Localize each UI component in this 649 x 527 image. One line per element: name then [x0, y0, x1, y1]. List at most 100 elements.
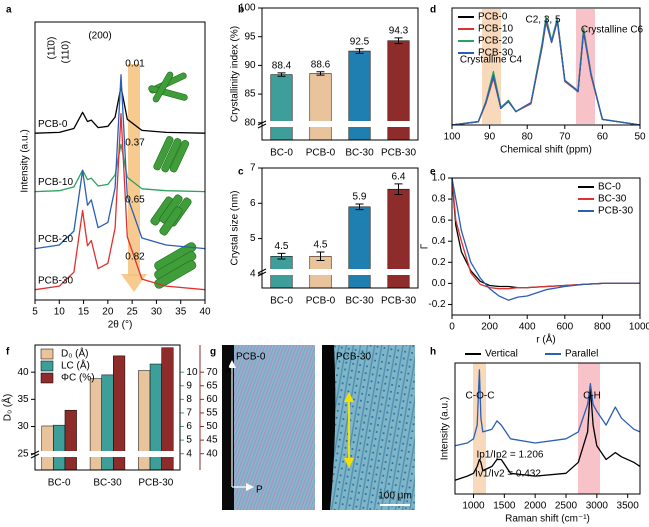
axis-break [36, 451, 179, 457]
x-tick-label: 3500 [617, 501, 640, 512]
value-label: 94.3 [389, 25, 409, 36]
y-axis-title: Crystal size (nm) [230, 190, 241, 265]
region-ch [578, 363, 600, 494]
x-tick-label: 2500 [555, 501, 578, 512]
legend-label: PCB-30 [598, 206, 633, 217]
line-series [454, 369, 641, 447]
y-tick-label: 90 [244, 60, 256, 71]
legend-swatch [40, 360, 54, 372]
x-tick-label: PCB-30 [381, 296, 416, 307]
y-tick-label: 40 [17, 367, 29, 378]
bar [53, 424, 66, 471]
y-axis-title: Intensity (a.u.) [440, 397, 451, 460]
legend-swatch [40, 372, 54, 384]
panel-label: h [430, 347, 436, 358]
x-tick-label: BC-0 [270, 148, 293, 159]
series-label: PCB-0 [38, 119, 68, 130]
x-tick-label: 5 [32, 307, 38, 318]
y-tick-label: 5 [250, 233, 256, 244]
annotation: C-O-C [466, 391, 495, 402]
annotation: (200) [88, 31, 111, 42]
error-bar [316, 71, 325, 76]
annotation: C-H [583, 391, 601, 402]
plot-frame [451, 7, 641, 126]
region-coc [473, 363, 486, 494]
legend-label: BC-30 [598, 194, 627, 205]
y-tick-label: 6 [186, 421, 192, 432]
y-tick-label: 40 [206, 448, 218, 459]
x-tick-label: 25 [127, 307, 139, 318]
line-series [34, 74, 206, 250]
plot-frame [261, 167, 419, 289]
error-bar [394, 183, 403, 195]
line-series [451, 19, 641, 126]
y-tick-label: 85 [244, 89, 256, 100]
annotation: Ip1/Ip2 = 1.206 [476, 450, 543, 461]
x-tick-label: 200 [481, 322, 498, 333]
y-tick-label: -0.2 [428, 299, 446, 310]
legend-swatch [40, 348, 54, 360]
legend-label: PCB-0 [478, 12, 508, 23]
y-tick-label: 100 [239, 3, 256, 14]
x-tick-label: 40 [199, 307, 211, 318]
annotation: 0.82 [125, 252, 145, 263]
image-label: PCB-30 [336, 352, 371, 363]
y-tick-label: 60 [206, 394, 218, 405]
y-tick-label: 80 [244, 117, 256, 128]
x-tick-label: 10 [54, 307, 66, 318]
y-tick-label: 0.8 [432, 194, 446, 205]
image-label: PCB-0 [236, 352, 266, 363]
x-tick-label: BC-30 [93, 478, 122, 489]
y-tick-label: 0.2 [432, 257, 446, 268]
value-label: 5.9 [353, 192, 367, 203]
value-label: 4.5 [275, 241, 289, 252]
error-bar [394, 37, 403, 45]
series-label: PCB-20 [38, 234, 73, 245]
annotation: (11̄0) [47, 37, 58, 60]
y-tick-label: 70 [206, 367, 218, 378]
y-tick-label: 30 [17, 421, 29, 432]
y-tick-label: 5 [186, 435, 192, 446]
line-series [34, 86, 206, 134]
panel-label: g [210, 347, 216, 358]
legend-label: Vertical [485, 349, 518, 360]
annotation: 0.37 [125, 138, 145, 149]
x-tick-label: BC-30 [345, 296, 374, 307]
annotation: 0.01 [125, 59, 145, 70]
y-tick-label: 55 [206, 408, 218, 419]
x-tick-label: 35 [175, 307, 187, 318]
bar [309, 73, 332, 141]
x-tick-label: PCB-30 [381, 148, 416, 159]
x-tick-label: BC-30 [345, 148, 374, 159]
image-label: A [225, 366, 232, 377]
x-tick-label: PCB-0 [306, 296, 336, 307]
x-tick-label: 1500 [493, 501, 516, 512]
error-bar [277, 252, 286, 260]
y-tick-label: 8 [186, 394, 192, 405]
y-axis-title: Crystallinity index (%) [230, 26, 241, 122]
y-tick-label: 6 [250, 198, 256, 209]
y-axis-title: Intensity (a.u.) [20, 129, 31, 192]
legend-label: Parallel [565, 349, 598, 360]
series-label: PCB-30 [38, 275, 73, 286]
panel-label: e [430, 167, 436, 178]
panel-label: b [238, 5, 244, 16]
x-tick-label: 50 [634, 132, 646, 143]
bar [41, 425, 54, 471]
micrograph-right [322, 345, 415, 510]
panel-label: a [6, 5, 12, 16]
x-tick-label: 0 [449, 322, 455, 333]
annotation: Crystalline C6 [581, 25, 644, 36]
y-tick-label: 10 [186, 367, 198, 378]
value-label: 92.5 [350, 36, 370, 47]
x-tick-label: PCB-0 [306, 148, 336, 159]
bar [270, 74, 293, 141]
annotation: Crystalline C4 [460, 55, 523, 66]
y-tick-label: 1.0 [432, 173, 446, 184]
x-tick-label: BC-0 [270, 296, 293, 307]
x-axis-title: Chemical shift (ppm) [500, 145, 592, 156]
y-tick-label: 65 [206, 380, 218, 391]
x-tick-label: BC-0 [48, 478, 71, 489]
y-tick-label: 4 [186, 448, 192, 459]
y-tick-label: 0.6 [432, 215, 446, 226]
